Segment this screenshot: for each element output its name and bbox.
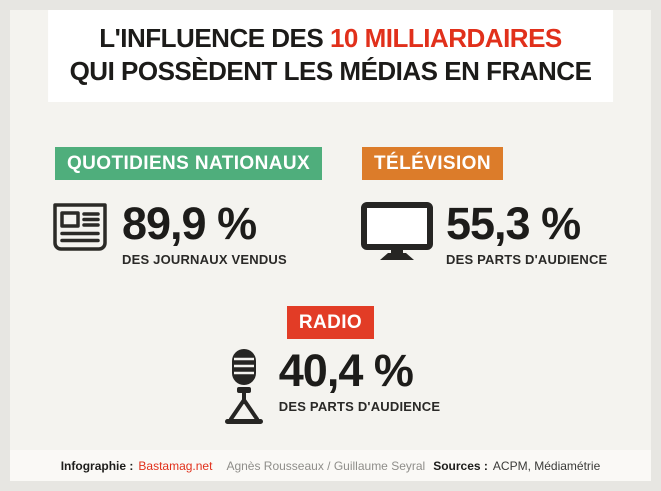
title-band: L'INFLUENCE DES 10 MILLIARDAIRES QUI POS… — [47, 10, 614, 102]
television-badge: TÉLÉVISION — [362, 147, 503, 180]
bastamag-credit: Bastamag.net — [138, 458, 213, 473]
radio-badge: RADIO — [286, 306, 375, 339]
quotidiens-caption: DES JOURNAUX VENDUS — [122, 252, 287, 267]
microphone-icon — [221, 348, 267, 431]
television-caption: DES PARTS D'AUDIENCE — [446, 252, 608, 267]
title-prefix: L'INFLUENCE DES — [99, 23, 330, 53]
infographie-label: Infographie : — [60, 458, 134, 473]
radio-value: 40,4 % — [278, 345, 414, 396]
sources-label: Sources : — [433, 458, 488, 473]
television-stat: 55,3 % DES PARTS D'AUDIENCE — [446, 201, 607, 267]
television-value: 55,3 % — [446, 198, 581, 249]
television-stat-row: 55,3 % DES PARTS D'AUDIENCE — [360, 201, 632, 267]
quotidiens-badge: QUOTIDIENS NATIONAUX — [55, 147, 323, 180]
radio-stat-row: 40,4 % DES PARTS D'AUDIENCE — [221, 348, 440, 431]
quotidiens-value: 89,9 % — [122, 198, 257, 249]
section-television: TÉLÉVISION 55,3 % DES PARTS D'AUDIENCE — [360, 147, 632, 267]
infographic-content: L'INFLUENCE DES 10 MILLIARDAIRES QUI POS… — [10, 10, 651, 481]
sources-value: ACPM, Médiamétrie — [492, 458, 601, 473]
title-highlight: 10 MILLIARDAIRES — [329, 23, 562, 53]
authors-credit: Agnès Rousseaux / Guillaume Seyral — [226, 458, 426, 473]
radio-caption: DES PARTS D'AUDIENCE — [278, 399, 441, 414]
tv-icon — [360, 201, 434, 266]
radio-stat: 40,4 % DES PARTS D'AUDIENCE — [279, 348, 440, 414]
quotidiens-stat-row: 89,9 % DES JOURNAUX VENDUS — [50, 201, 365, 267]
section-quotidiens: QUOTIDIENS NATIONAUX 89,9 % DES JOURNA — [53, 147, 365, 267]
footer-credits: Infographie : Bastamag.net Agnès Roussea… — [10, 450, 651, 481]
title-line-1: L'INFLUENCE DES 10 MILLIARDAIRES — [70, 22, 592, 55]
quotidiens-stat: 89,9 % DES JOURNAUX VENDUS — [122, 201, 287, 267]
newspaper-icon — [50, 201, 110, 258]
section-radio: RADIO — [10, 306, 651, 431]
title-line-2: QUI POSSÈDENT LES MÉDIAS EN FRANCE — [69, 56, 592, 86]
